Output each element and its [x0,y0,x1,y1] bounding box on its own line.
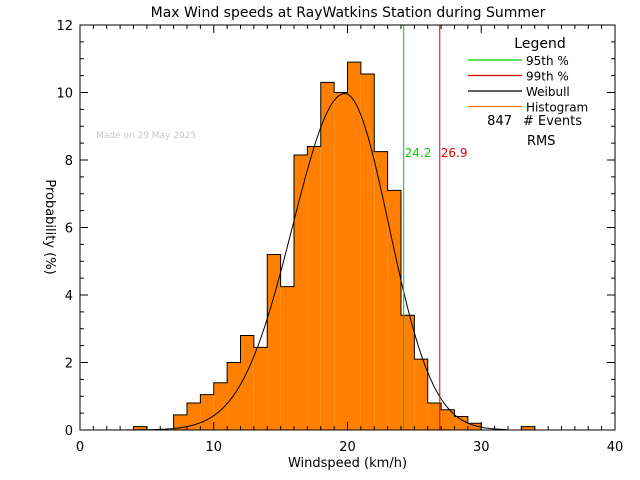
y-tick-label: 8 [65,154,73,169]
legend-rms-label: RMS [527,134,556,149]
y-tick-label: 0 [65,424,73,439]
legend-title: Legend [514,36,565,52]
histogram-bar [401,315,415,430]
x-tick-label: 0 [76,440,84,455]
histogram-bar [360,73,375,430]
x-axis-ticks: 0 10 20 30 40 [76,25,623,455]
histogram-bar [307,146,321,430]
histogram-bar [467,423,482,430]
y-tick-label: 2 [65,357,73,372]
legend-entry-label: 99th % [526,70,569,84]
histogram-bar [374,151,388,430]
legend-events-count: 847 [487,114,512,129]
histogram-bar [200,394,214,430]
x-tick-label: 40 [607,440,624,455]
y-tick-label: 12 [56,19,73,34]
y-tick-label: 4 [65,289,73,304]
weibull-curve [120,92,507,431]
legend-entry-label: 95th % [526,54,569,68]
x-tick-label: 10 [205,440,222,455]
histogram-bar [320,82,335,430]
y-tick-label: 10 [56,87,73,102]
histogram-bar [454,416,468,430]
legend-entry-label: Weibull [526,85,570,99]
histogram-outline [133,61,536,431]
x-tick-label: 20 [339,440,356,455]
histogram-bar [213,382,228,430]
histogram-bar [294,154,308,430]
watermark-text: Made on 29 May 2025 [96,131,196,141]
histogram-bar [280,286,294,430]
y-axis-ticks: 0 2 4 6 8 10 12 [56,19,615,439]
x-axis-label: Windspeed (km/h) [288,456,407,471]
legend-entry-label: Histogram [526,101,588,115]
histogram-bar [227,362,241,430]
legend-events-label: # Events [523,114,582,129]
percentile-label: 26.9 [441,146,468,160]
histogram-bar [441,409,455,430]
histogram-bar [173,414,187,430]
histogram-bar [187,403,201,430]
histogram-bar [427,403,442,430]
histogram-bar [267,254,281,430]
histogram-bar [240,335,254,430]
x-tick-label: 30 [473,440,490,455]
histogram-bar [334,92,348,430]
histogram-bar [253,347,268,430]
percentile-lines: 24.2 26.9 [403,25,468,430]
percentile-label: 24.2 [405,146,432,160]
chart-title: Max Wind speeds at RayWatkins Station du… [151,5,546,21]
histogram-bar [347,62,361,430]
y-tick-label: 6 [65,222,73,237]
histogram-bar [414,359,428,430]
histogram-bars [133,61,536,431]
histogram-bar [521,426,535,430]
y-axis-label: Probability (%) [42,179,57,274]
weibull-curve-group [120,92,507,431]
histogram-bar [133,426,147,430]
histogram-bar [387,190,401,430]
